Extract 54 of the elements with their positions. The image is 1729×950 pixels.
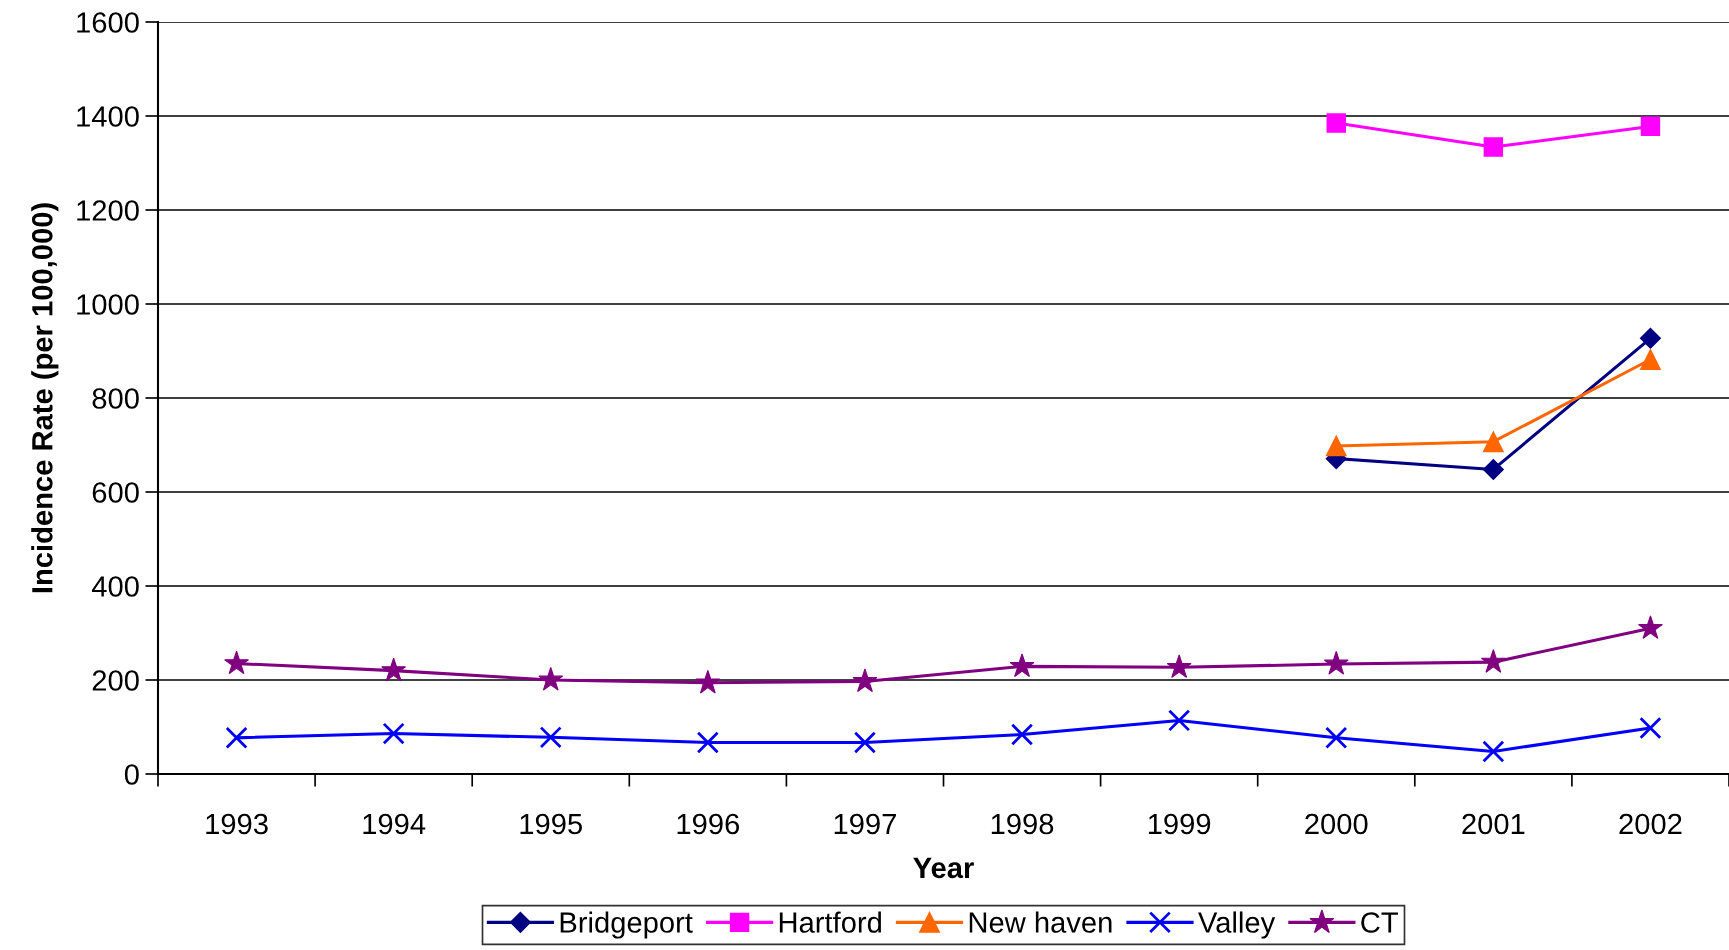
x-tick-label: 1994 <box>363 813 426 835</box>
point <box>1638 615 1663 639</box>
x-axis-title: Year <box>913 857 974 879</box>
y-tick-label: 800 <box>92 388 139 409</box>
x-tick-label: 2001 <box>1462 813 1525 835</box>
point <box>1482 740 1505 763</box>
point <box>225 726 248 749</box>
point <box>1482 458 1504 480</box>
legend-label: New haven <box>969 911 1112 933</box>
legend-label: Valley <box>1198 911 1276 939</box>
point <box>1482 431 1504 453</box>
point <box>1640 349 1661 370</box>
x-tick-label: 1997 <box>834 813 896 835</box>
point <box>853 731 877 754</box>
legend-label: Hartford <box>779 911 881 933</box>
point <box>1009 653 1035 678</box>
x-tick-label: 1999 <box>1148 813 1211 835</box>
y-tick-label: 600 <box>92 482 139 503</box>
y-tick-label: 200 <box>92 670 139 691</box>
point <box>1325 726 1348 749</box>
y-tick-label: 1600 <box>77 12 139 33</box>
point <box>1639 327 1661 349</box>
point <box>852 668 878 693</box>
point <box>382 722 405 745</box>
point <box>696 731 719 754</box>
point <box>695 669 721 694</box>
point <box>224 650 249 675</box>
point <box>1166 654 1192 678</box>
y-tick-label: 400 <box>91 576 139 597</box>
point <box>1639 716 1662 740</box>
x-tick-label: 1996 <box>677 813 740 835</box>
point <box>1326 113 1346 133</box>
legend-label: CT <box>1361 912 1398 933</box>
legend-label: Bridgeport <box>560 911 693 939</box>
point <box>538 666 564 691</box>
x-tick-label: 2002 <box>1619 813 1682 835</box>
x-tick-label: 1995 <box>520 813 582 835</box>
point <box>381 657 407 682</box>
point <box>539 726 562 749</box>
point <box>1483 137 1504 157</box>
x-tick-label: 1993 <box>206 813 268 835</box>
y-tick-label: 1200 <box>77 200 139 221</box>
point <box>1325 435 1347 457</box>
point <box>1010 723 1034 746</box>
y-tick-label: 1000 <box>77 294 139 315</box>
point <box>1480 649 1506 673</box>
point <box>1168 709 1191 732</box>
point <box>1323 650 1349 675</box>
x-tick-label: 1998 <box>991 813 1054 835</box>
point <box>1640 116 1661 137</box>
y-axis-title: Incidence Rate (per 100,000) <box>31 203 59 593</box>
y-tick-label: 0 <box>124 764 139 785</box>
x-tick-label: 2000 <box>1305 813 1368 835</box>
y-tick-label: 1400 <box>77 106 139 127</box>
